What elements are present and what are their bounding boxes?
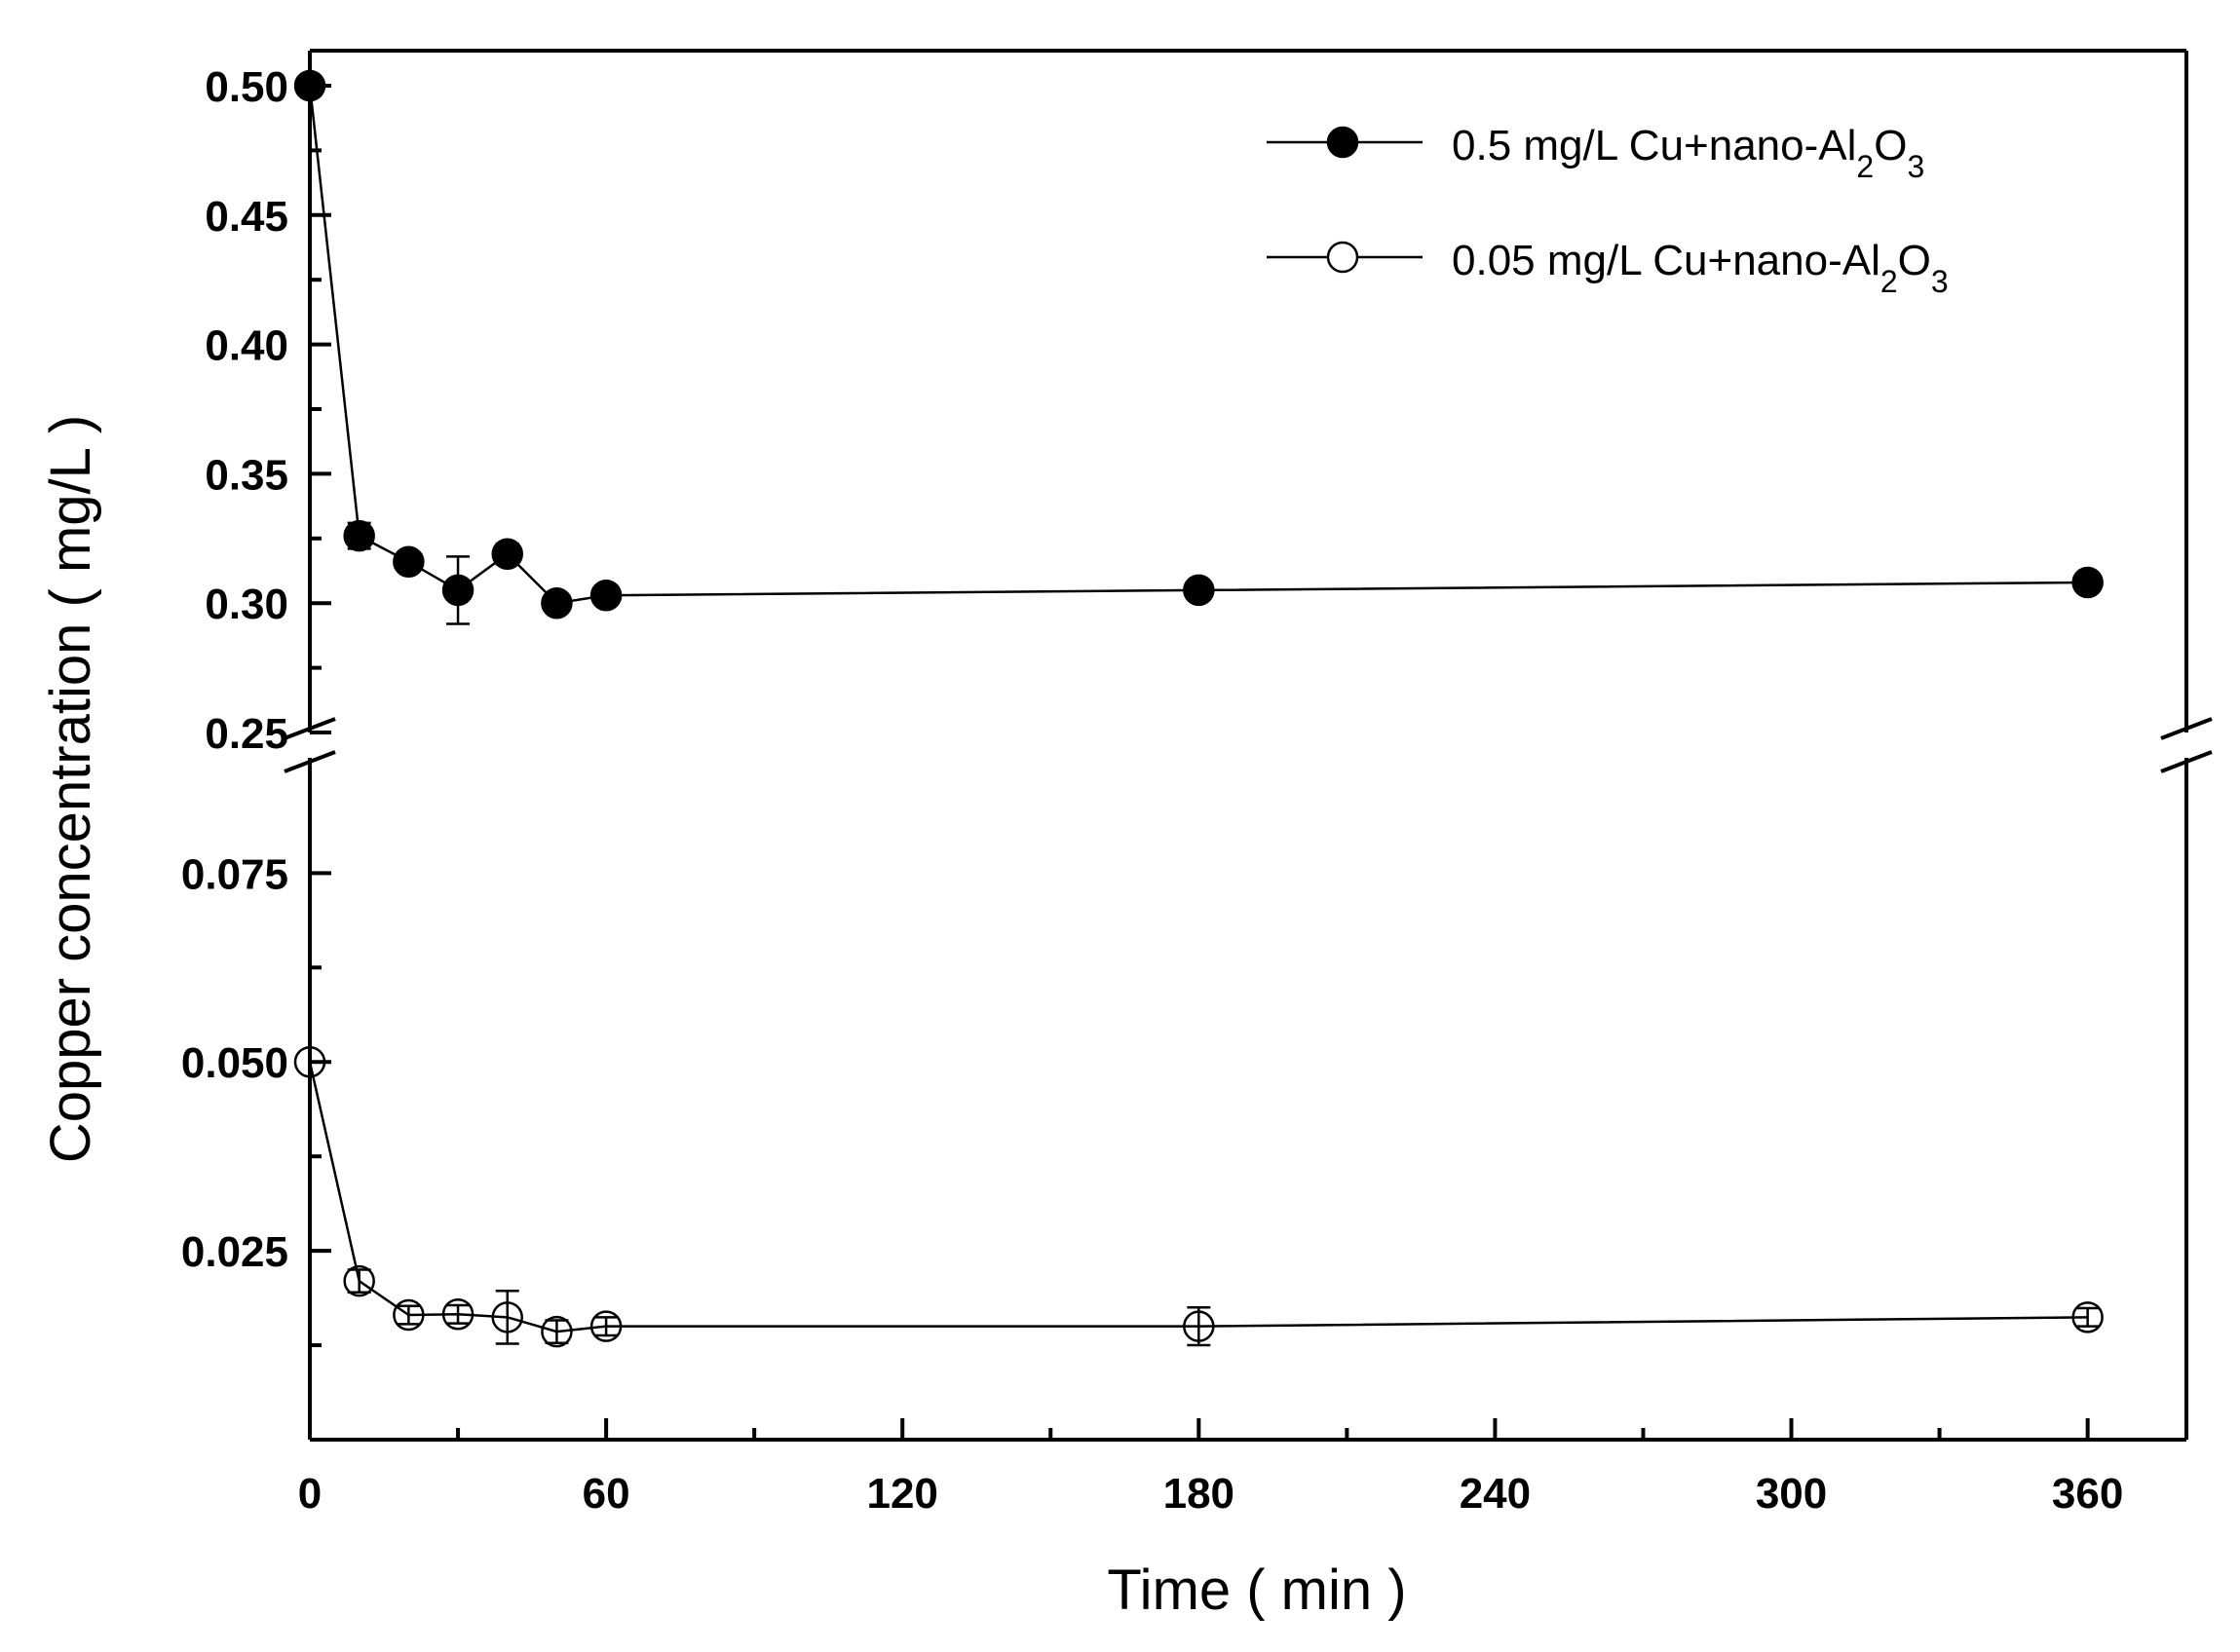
y-tick-label: 0.025 (181, 1228, 288, 1276)
axis-break-right-mark2 (2160, 750, 2213, 773)
legend-label-legend-sub1: 2 (1856, 149, 1874, 184)
data-point (441, 1298, 475, 1331)
y-tick-label: 0.50 (205, 63, 288, 111)
x-tick-label: 0 (298, 1470, 322, 1518)
legend-label-legend-sub2: 3 (1931, 264, 1949, 299)
y-axis-title: Copper concentration ( mg/L ) (39, 415, 102, 1163)
data-point (343, 519, 375, 552)
series-2 (293, 1045, 2104, 1348)
axis-ticks: 0 60 120 180 240 300 360 0.25 0.30 0.35 0.40 0.45 0.… (181, 63, 2123, 1518)
legend-label-legend-main: 0.05 mg/L Cu+nano-Al (1452, 237, 1880, 284)
series-line (308, 1061, 2088, 1333)
data-point (343, 1264, 375, 1297)
x-tick-label: 360 (2052, 1470, 2123, 1518)
data-point (293, 1045, 326, 1078)
legend-marker (1326, 241, 1359, 274)
data-point (491, 538, 523, 570)
y-tick-label: 0.050 (181, 1039, 288, 1087)
legend-entry-2: 0.05 mg/L Cu+nano-Al2O3 (1267, 237, 1949, 299)
y-tick-label: 0.45 (205, 193, 288, 241)
data-point (589, 1310, 623, 1342)
y-tick-label: 0.30 (205, 581, 288, 628)
legend-label-legend-mid: O (1874, 122, 1907, 169)
y-tick-label: 0.40 (205, 322, 288, 370)
data-point (1183, 1310, 1215, 1342)
axis-break-left-mark2 (284, 750, 336, 773)
data-point (393, 1298, 425, 1332)
x-tick-label: 240 (1460, 1470, 1531, 1518)
legend-label-legend-main: 0.5 mg/L Cu+nano-Al (1452, 122, 1856, 169)
y-tick-label: 0.25 (205, 710, 288, 758)
data-point (441, 574, 475, 607)
data-point (2071, 1301, 2104, 1333)
data-series (293, 69, 2104, 1348)
x-tick-label: 300 (1756, 1470, 1827, 1518)
axis-break-right-mark1 (2160, 717, 2213, 740)
data-point (541, 586, 573, 620)
data-point (589, 579, 623, 612)
legend-label: 0.05 mg/L Cu+nano-Al2O3 (1452, 237, 1949, 299)
x-tick-label: 120 (866, 1470, 937, 1518)
legend-label-legend-mid: O (1898, 237, 1931, 284)
legend-label: 0.5 mg/L Cu+nano-Al2O3 (1452, 122, 1924, 184)
x-tick-label: 180 (1163, 1470, 1234, 1518)
data-point (1183, 574, 1215, 607)
legend-label-legend-sub1: 2 (1880, 264, 1898, 299)
x-axis-title: Time ( min ) (1107, 1558, 1406, 1622)
series-1 (293, 69, 2104, 625)
data-point (541, 1315, 573, 1348)
x-tick-label: 60 (583, 1470, 630, 1518)
data-point (393, 545, 425, 578)
legend-entry-1: 0.5 mg/L Cu+nano-Al2O3 (1267, 122, 1924, 184)
data-point (2071, 566, 2104, 599)
legend-label-legend-sub2: 3 (1907, 149, 1924, 184)
data-point (293, 69, 326, 102)
data-point (491, 1301, 523, 1333)
y-tick-label: 0.35 (205, 451, 288, 499)
y-tick-label: 0.075 (181, 850, 288, 898)
axis-break-left-mark1 (284, 717, 336, 740)
legend-marker (1326, 126, 1359, 159)
